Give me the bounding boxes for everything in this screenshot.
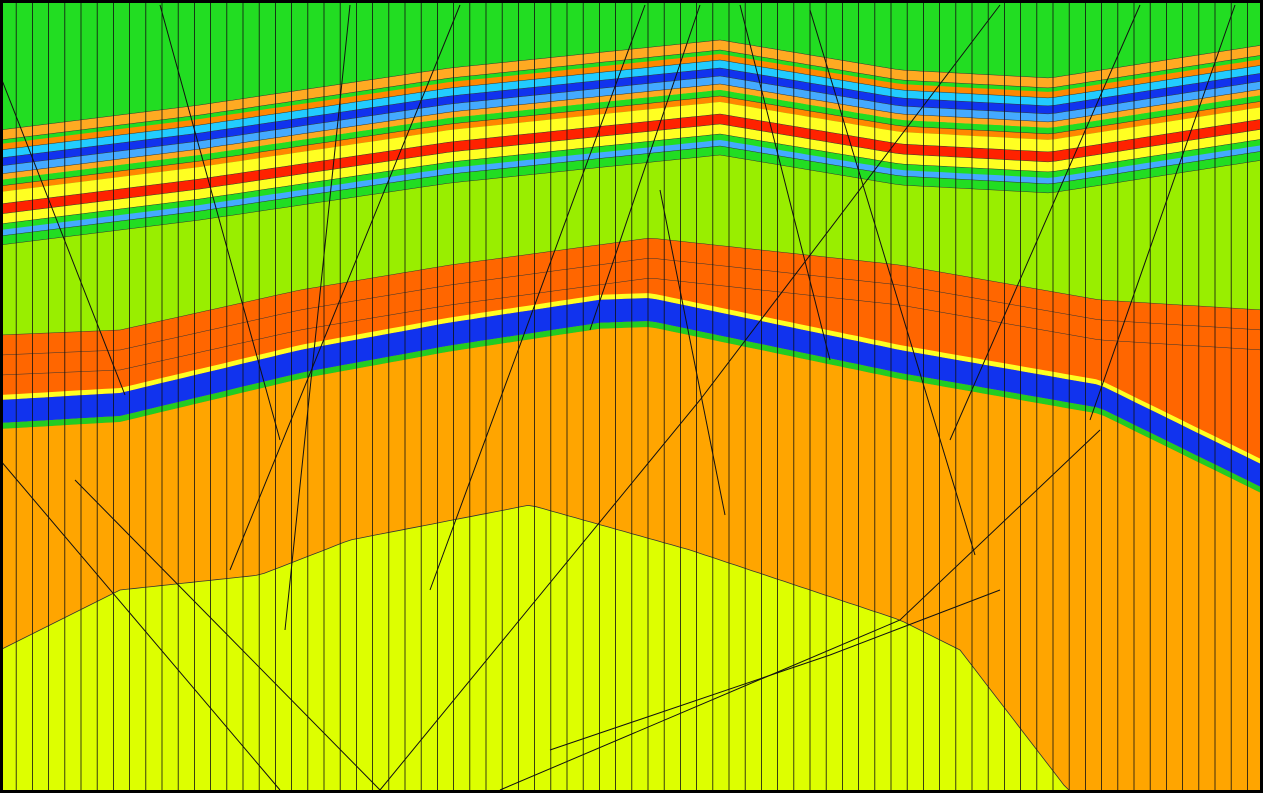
faults <box>0 4 1236 791</box>
fault <box>379 4 1001 791</box>
fault <box>739 4 831 361</box>
fault <box>499 429 1101 791</box>
fault <box>0 74 126 396</box>
fault <box>809 9 976 556</box>
fault <box>429 4 646 591</box>
fault <box>74 479 381 791</box>
fault <box>549 589 1001 751</box>
fault <box>229 4 461 571</box>
fault <box>949 4 1141 441</box>
fault <box>0 459 281 791</box>
fault <box>589 4 701 331</box>
fault <box>284 4 351 631</box>
fault <box>659 189 726 516</box>
fault <box>159 4 281 441</box>
fault <box>1089 4 1236 421</box>
